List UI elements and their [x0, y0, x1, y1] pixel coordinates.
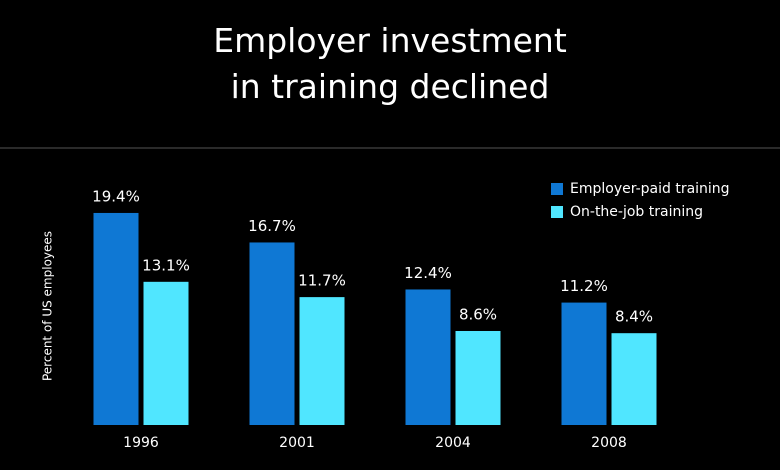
- bar: [93, 212, 139, 425]
- data-label: 11.2%: [560, 277, 608, 295]
- data-label: 16.7%: [248, 217, 296, 235]
- legend-label: On-the-job training: [570, 204, 703, 220]
- data-label: 8.4%: [615, 308, 653, 326]
- x-tick-label: 1996: [123, 435, 159, 451]
- legend-label: Employer-paid training: [570, 181, 730, 197]
- bar: [249, 242, 295, 425]
- data-label: 8.6%: [459, 306, 497, 324]
- data-label: 12.4%: [404, 264, 452, 282]
- data-label: 13.1%: [142, 256, 190, 274]
- chart-title: Employer investment in training declined: [213, 21, 567, 106]
- bar: [561, 302, 607, 425]
- x-tick-label: 2008: [591, 435, 627, 451]
- bar: [405, 289, 451, 425]
- x-tick-label: 2001: [279, 435, 315, 451]
- bar: [455, 331, 501, 425]
- title-box: Employer investment in training declined: [0, 18, 780, 110]
- legend-swatch: [551, 183, 563, 195]
- legend-swatch: [551, 206, 563, 218]
- x-tick-label: 2004: [435, 435, 471, 451]
- data-label: 11.7%: [298, 272, 346, 290]
- data-label: 19.4%: [92, 187, 140, 205]
- bar: [611, 333, 657, 425]
- bar: [143, 281, 189, 425]
- y-axis-label: Percent of US employees: [41, 231, 55, 381]
- bar: [299, 297, 345, 425]
